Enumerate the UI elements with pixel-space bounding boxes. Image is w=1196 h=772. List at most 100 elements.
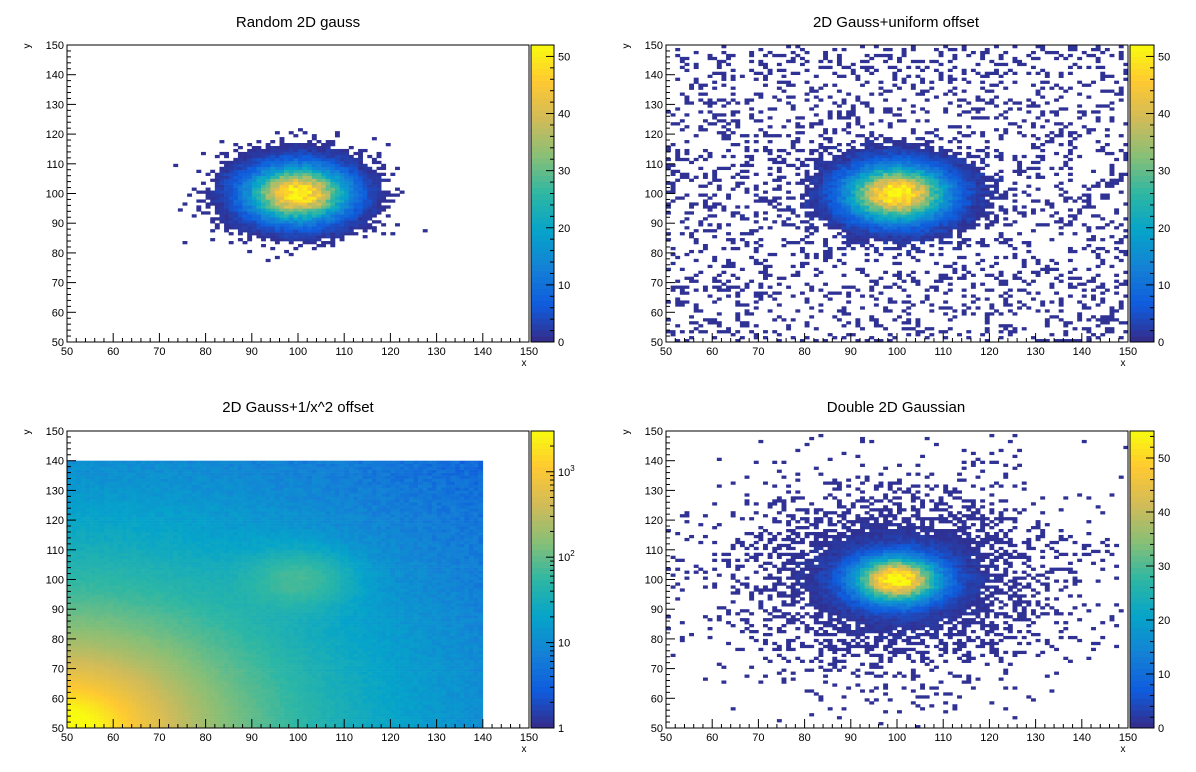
- heatmap-cell: [298, 196, 303, 200]
- heatmap-cell: [957, 226, 962, 230]
- heatmap-cell: [984, 199, 990, 203]
- heatmap-cell: [984, 184, 990, 188]
- heatmap-cell: [929, 226, 935, 230]
- heatmap-cell: [947, 175, 953, 179]
- heatmap-cell: [1003, 131, 1009, 135]
- heatmap-cell: [855, 205, 861, 209]
- heatmap-cell: [864, 140, 870, 144]
- heatmap-cell: [1072, 249, 1078, 254]
- heatmap-cell: [274, 178, 280, 182]
- heatmap-cell: [767, 294, 773, 298]
- heatmap-cell: [693, 273, 699, 277]
- heatmap-cell: [214, 190, 220, 194]
- heatmap-cell: [767, 151, 773, 156]
- heatmap-cell: [265, 258, 271, 263]
- heatmap-cell: [684, 300, 690, 304]
- heatmap-cell: [1012, 208, 1018, 212]
- heatmap-cell: [302, 199, 308, 203]
- heatmap-cell: [270, 205, 276, 209]
- heatmap-cell: [767, 50, 773, 55]
- heatmap-cell: [210, 220, 216, 224]
- heatmap-cell: [855, 196, 861, 200]
- heatmap-cell: [205, 196, 211, 200]
- heatmap-cell: [80, 517, 86, 521]
- heatmap-cell: [869, 288, 875, 292]
- heatmap-cell: [924, 157, 930, 162]
- heatmap-cell: [1077, 154, 1083, 159]
- heatmap-cell: [1044, 71, 1050, 75]
- heatmap-cell: [247, 143, 253, 147]
- heatmap-cell: [1104, 288, 1110, 292]
- heatmap-cell: [1030, 160, 1036, 165]
- heatmap-cell: [947, 223, 953, 227]
- heatmap-cell: [846, 220, 852, 224]
- heatmap-cell: [772, 187, 778, 191]
- heatmap-cell: [772, 157, 778, 162]
- heatmap-cell: [892, 226, 898, 230]
- color-bar-segment: [531, 252, 554, 260]
- heatmap-cell: [1012, 181, 1018, 185]
- heatmap-cell: [878, 53, 884, 58]
- heatmap-cell: [679, 330, 685, 334]
- heatmap-cell: [1012, 59, 1018, 64]
- heatmap-cell: [344, 202, 350, 206]
- heatmap-cell: [878, 229, 884, 233]
- heatmap-cell: [233, 226, 239, 230]
- heatmap-cell: [219, 193, 225, 197]
- heatmap-cell: [1081, 282, 1087, 286]
- heatmap-cell: [67, 638, 72, 643]
- heatmap-cell: [892, 199, 898, 203]
- heatmap-cell: [256, 145, 262, 150]
- heatmap-cell: [878, 339, 884, 343]
- heatmap-cell: [71, 597, 77, 601]
- heatmap-cell: [1049, 258, 1055, 263]
- heatmap-cell: [883, 232, 889, 236]
- heatmap-cell: [920, 160, 926, 165]
- heatmap-cell: [381, 196, 387, 200]
- heatmap-cell: [274, 184, 280, 188]
- heatmap-cell: [818, 154, 824, 159]
- heatmap-cell: [76, 671, 82, 675]
- heatmap-cell: [675, 53, 681, 58]
- color-bar-segment: [531, 288, 554, 295]
- heatmap-cell: [251, 214, 257, 218]
- heatmap-cell: [961, 202, 967, 206]
- heatmap-cell: [1091, 297, 1096, 301]
- heatmap-cell: [901, 137, 907, 141]
- heatmap-cell: [947, 217, 953, 221]
- heatmap-cell: [795, 137, 801, 141]
- heatmap-cell: [224, 181, 229, 185]
- heatmap-cell: [307, 187, 313, 191]
- heatmap-cell: [952, 223, 958, 227]
- heatmap-cell: [1100, 318, 1106, 322]
- heatmap-cell: [224, 178, 229, 182]
- heatmap-cell: [339, 238, 345, 242]
- heatmap-cell: [1054, 339, 1059, 343]
- heatmap-cell: [933, 208, 939, 212]
- y-tick-label: 80: [651, 248, 663, 260]
- heatmap-cell: [897, 232, 902, 236]
- heatmap-cell: [994, 309, 999, 313]
- heatmap-cell: [938, 279, 944, 283]
- heatmap-cell: [947, 169, 953, 174]
- heatmap-cell: [809, 315, 815, 319]
- heatmap-cell: [348, 178, 354, 182]
- heatmap-cell: [864, 211, 870, 215]
- heatmap-cell: [279, 151, 285, 156]
- heatmap-cell: [966, 110, 972, 114]
- heatmap-cell: [702, 119, 708, 123]
- heatmap-cell: [975, 71, 981, 75]
- color-bar-segment: [531, 163, 554, 171]
- heatmap-cell: [1035, 172, 1041, 176]
- heatmap-cell: [989, 184, 995, 188]
- heatmap-cell: [943, 110, 949, 114]
- heatmap-cell: [892, 190, 898, 194]
- heatmap-cell: [961, 47, 967, 52]
- heatmap-cell: [943, 312, 949, 316]
- heatmap-cell: [883, 223, 889, 227]
- heatmap-cell: [707, 229, 713, 233]
- heatmap-cell: [906, 205, 912, 209]
- heatmap-cell: [869, 190, 875, 194]
- heatmap-cell: [233, 193, 239, 197]
- heatmap-cell: [739, 267, 745, 272]
